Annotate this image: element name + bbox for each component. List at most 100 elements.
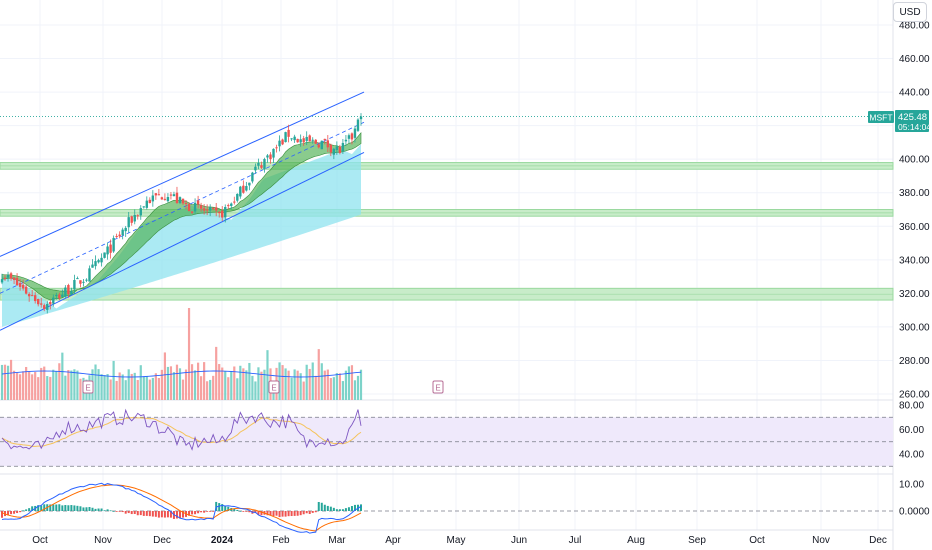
- macd-histogram-bar: [1, 511, 3, 518]
- volume-bar: [163, 352, 167, 400]
- macd-histogram-bar: [79, 506, 82, 511]
- volume-bar: [34, 372, 37, 400]
- candle-body: [33, 295, 37, 302]
- volume-bar: [218, 364, 221, 400]
- earnings-marker-box: [432, 380, 444, 394]
- macd-histogram-bar: [118, 511, 121, 512]
- volume-bar: [9, 359, 13, 400]
- macd-histogram-bar: [178, 511, 181, 519]
- macd-histogram-bar: [317, 502, 320, 511]
- volume-bar: [323, 370, 326, 400]
- macd-histogram-bar: [130, 511, 133, 515]
- volume-bar: [106, 374, 109, 400]
- channel-lower: [0, 152, 365, 331]
- price-axis[interactable]: 260.00 280.00 300.00 320.00 340.00 360.00 380.…: [899, 21, 930, 518]
- macd-histogram-bar: [323, 504, 326, 511]
- candle-body: [338, 146, 342, 153]
- candle-body: [40, 303, 43, 305]
- volume-bar: [12, 370, 16, 400]
- earnings-marker-icon[interactable]: E: [268, 380, 280, 394]
- candle-body: [148, 199, 152, 204]
- macd-histogram-bar: [335, 509, 338, 511]
- candle-body: [103, 252, 106, 258]
- candle-body: [193, 202, 197, 212]
- earnings-marker-icon[interactable]: E: [82, 380, 94, 394]
- volume-bar: [97, 369, 100, 400]
- macd-histogram-bar: [19, 511, 22, 513]
- volume-bar: [6, 365, 10, 400]
- macd-histogram-bar: [64, 505, 67, 511]
- volume-bar: [320, 363, 323, 400]
- candle-body: [100, 257, 103, 263]
- candle-body: [275, 147, 278, 149]
- candle-body: [58, 294, 61, 299]
- volume-bar: [344, 370, 348, 400]
- volume-bar: [136, 380, 139, 400]
- candle-body: [178, 197, 182, 203]
- candle-body: [175, 192, 179, 203]
- candle-body: [196, 200, 200, 205]
- earnings-marker-label: E: [271, 384, 276, 393]
- macd-histogram-bar: [124, 511, 127, 514]
- volume-bar: [130, 373, 133, 400]
- candle-body: [184, 202, 188, 204]
- rsi-pane[interactable]: [0, 408, 893, 467]
- volume-bar: [58, 363, 61, 400]
- candle-body: [64, 287, 67, 297]
- candle-body: [287, 129, 290, 137]
- volume-bar: [103, 375, 106, 400]
- macd-histogram-bar: [284, 511, 287, 517]
- macd-histogram-bar: [320, 502, 323, 511]
- macd-histogram-bar: [296, 511, 299, 516]
- candle-body: [130, 216, 133, 223]
- macd-histogram-bar: [212, 511, 215, 512]
- candle-body: [30, 295, 34, 297]
- candle-body: [335, 146, 339, 151]
- candle-body: [94, 261, 97, 267]
- volume-bar: [172, 372, 176, 400]
- macd-histogram-bar: [163, 511, 166, 518]
- candle-body: [208, 207, 212, 211]
- candle-body: [67, 285, 70, 295]
- candle-body: [236, 193, 239, 201]
- volume-bar: [278, 362, 281, 400]
- macd-histogram-bar: [121, 511, 124, 513]
- volume-bar: [178, 368, 182, 400]
- volume-bar: [236, 378, 239, 400]
- macd-histogram-bar: [287, 511, 290, 517]
- macd-histogram-bar: [269, 511, 272, 516]
- macd-histogram-bar: [139, 511, 142, 516]
- macd-histogram-bar: [293, 511, 296, 516]
- vwap-cloud: [2, 144, 361, 327]
- macd-histogram-bar: [281, 511, 284, 517]
- candles: [0, 113, 363, 314]
- macd-histogram-bar: [97, 508, 100, 511]
- volume-bar: [115, 380, 118, 400]
- macd-histogram-bar: [182, 511, 185, 518]
- candle-body: [190, 211, 194, 213]
- earnings-marker-icon[interactable]: E: [432, 380, 444, 394]
- candle-body: [82, 281, 85, 283]
- candle-body: [187, 204, 191, 212]
- candle-body: [52, 297, 55, 304]
- volume-bar: [329, 378, 332, 400]
- candle-body: [359, 116, 363, 120]
- macd-histogram-bar: [197, 511, 200, 514]
- macd-pane[interactable]: [0, 482, 893, 534]
- time-axis[interactable]: Oct Nov Dec 2024 Feb Mar Apr May Jun Jul Aug Sep Oct…: [32, 535, 887, 546]
- rsi-tick-label: 40.00: [899, 450, 924, 461]
- macd-histogram-bar: [106, 509, 109, 511]
- macd-histogram-bar: [142, 511, 145, 516]
- candle-body: [320, 140, 323, 150]
- candle-body: [317, 144, 320, 148]
- candle-body: [76, 278, 79, 280]
- volume-bar: [227, 377, 230, 400]
- time-tick-label: 2024: [211, 535, 234, 546]
- volume-bar: [154, 373, 157, 400]
- volume-bar: [160, 369, 163, 400]
- volume-bar: [43, 366, 46, 400]
- currency-button[interactable]: USD: [893, 2, 927, 22]
- candle-body: [350, 133, 354, 140]
